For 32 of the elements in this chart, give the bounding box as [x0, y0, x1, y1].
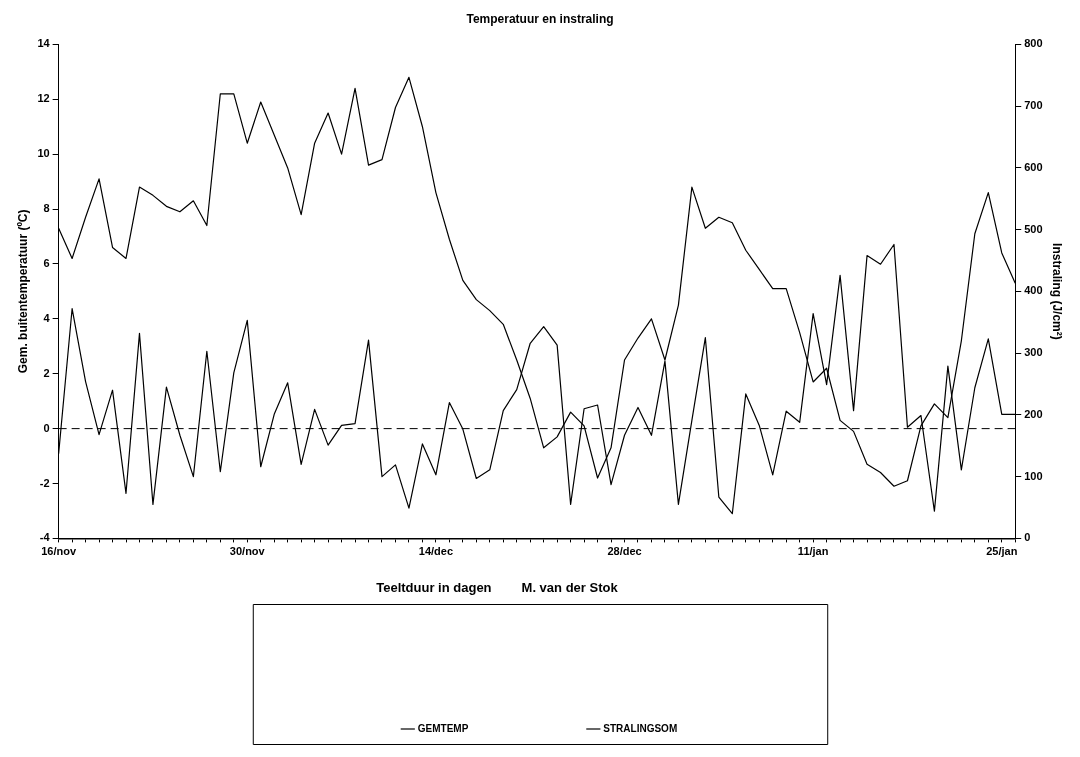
chart-title: Temperatuur en instraling	[466, 11, 614, 26]
y2-tick-label: 500	[1024, 222, 1043, 235]
legend-label: STRALINGSOM	[603, 722, 678, 734]
x-tick-label: 25/jan	[986, 545, 1018, 558]
y2-axis-title: Instraling (J/cm²)	[1050, 243, 1065, 340]
y-axis-title: Gem. buitentemperatuur (ºC)	[15, 209, 30, 374]
y2-tick-label: 600	[1024, 160, 1043, 173]
x-tick-label: 11/jan	[797, 545, 829, 558]
text: M. van der Stok	[521, 579, 619, 595]
x-tick-label: 28/dec	[607, 545, 642, 558]
y-tick-label: 6	[43, 256, 50, 269]
y-tick-label: 12	[37, 92, 50, 105]
y2-tick-label: 700	[1024, 99, 1043, 112]
x-tick-label: 16/nov	[41, 545, 77, 558]
y-tick-label: 10	[37, 147, 50, 160]
y2-tick-label: 800	[1024, 37, 1043, 50]
y-tick-label: 8	[43, 202, 50, 215]
y-tick-label: 2	[43, 366, 50, 379]
y-tick-label: -2	[39, 476, 50, 489]
legend-label: GEMTEMP	[417, 722, 469, 734]
y-tick-label: -4	[39, 531, 51, 544]
y2-tick-label: 200	[1024, 407, 1043, 420]
y-tick-label: 0	[43, 421, 50, 434]
x-axis-title: Teeltduur in dagen	[376, 579, 492, 595]
y-tick-label: 4	[43, 311, 51, 324]
y2-tick-label: 0	[1024, 531, 1031, 544]
y2-tick-label: 400	[1024, 284, 1043, 297]
x-tick-label: 14/dec	[418, 545, 454, 558]
y2-tick-label: 300	[1024, 346, 1043, 359]
y-tick-label: 14	[37, 37, 51, 50]
y2-tick-label: 100	[1024, 469, 1043, 482]
x-tick-label: 30/nov	[229, 545, 266, 558]
